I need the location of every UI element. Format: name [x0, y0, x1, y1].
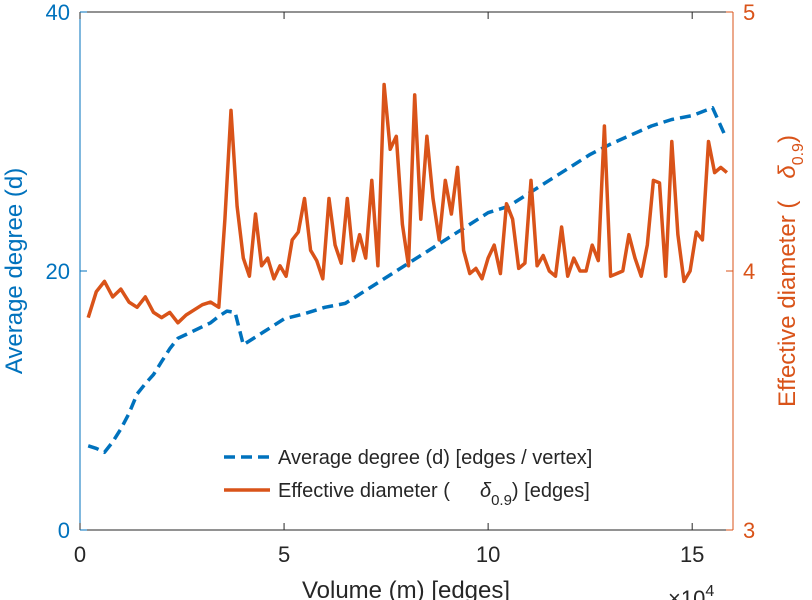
legend-delta-symbol: δ	[480, 480, 492, 502]
right-y-axis-label: Effective diameter ( δ0.9)	[774, 135, 807, 407]
left-y-tick-label: 40	[46, 0, 70, 25]
right-y-axis-label-close: )	[774, 135, 801, 143]
legend-delta-subscript: 0.9	[491, 492, 512, 509]
x-tick-label: 0	[74, 542, 86, 567]
legend-entry-average-degree: Average degree (d) [edges / vertex]	[278, 447, 592, 469]
x-exponent-power: 4	[705, 583, 714, 600]
x-axis-label: Volume (m) [edges]	[302, 577, 510, 600]
x-tick-label: 10	[476, 542, 500, 567]
x-exponent-base: ×10	[668, 586, 705, 600]
legend-entry-effective-diameter: Effective diameter ( δ0.9) [edges]	[278, 480, 590, 509]
right-y-tick-label: 5	[743, 0, 755, 25]
right-y-axis-label-main: Effective diameter (	[774, 201, 801, 407]
right-y-tick-label: 4	[743, 259, 755, 284]
series-line-effective-diameter	[86, 82, 729, 325]
series-line-average-degree	[87, 106, 727, 455]
left-y-tick-label: 0	[58, 518, 70, 543]
left-y-axis-label: Average degree (d)	[1, 168, 28, 374]
left-y-tick-label: 20	[46, 259, 70, 284]
legend-entry-effective-diameter-main: Effective diameter (	[278, 480, 450, 502]
legend-delta-suffix: ) [edges]	[512, 480, 590, 502]
right-y-tick-label: 3	[743, 518, 755, 543]
x-tick-label: 15	[680, 542, 704, 567]
x-tick-label: 5	[278, 542, 290, 567]
right-y-axis-label-delta: δ	[774, 165, 801, 179]
right-y-axis-label-sub: 0.9	[790, 143, 807, 165]
legend: Average degree (d) [edges / vertex] Effe…	[224, 447, 592, 509]
x-exponent-label: ×104	[668, 583, 714, 600]
